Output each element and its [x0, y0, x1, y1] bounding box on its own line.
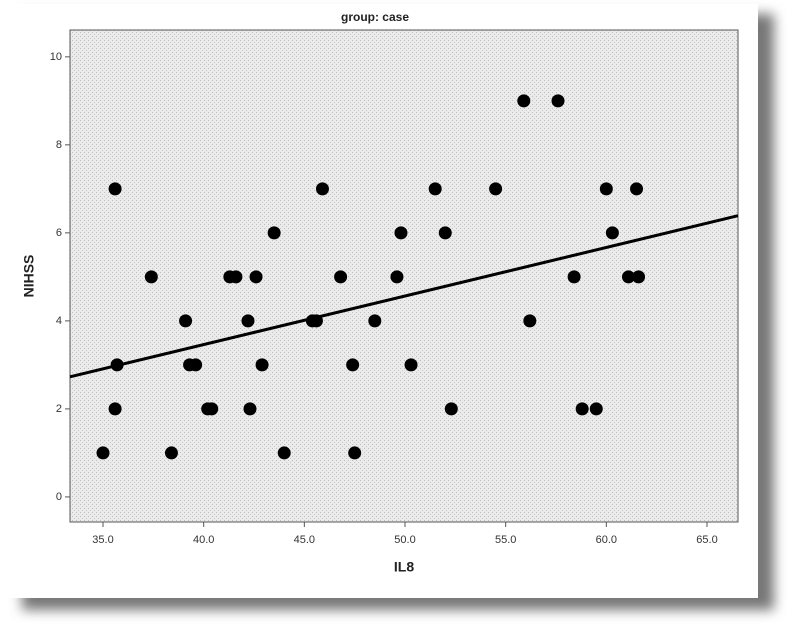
- point: [630, 182, 644, 196]
- x-tick-label: 35.0: [92, 534, 113, 546]
- point: [249, 270, 263, 284]
- x-tick-label: 60.0: [596, 534, 617, 546]
- y-tick-label: 0: [56, 491, 62, 503]
- x-tick-label: 65.0: [696, 534, 717, 546]
- y-tick-label: 8: [56, 139, 62, 151]
- point: [589, 402, 603, 416]
- point: [108, 402, 122, 416]
- point: [438, 226, 452, 240]
- point: [517, 94, 531, 108]
- fit-line: [69, 214, 739, 379]
- x-axis-title: IL8: [394, 559, 414, 575]
- point: [523, 314, 537, 328]
- point: [575, 402, 589, 416]
- x-tick-label: 50.0: [394, 534, 415, 546]
- point: [255, 358, 269, 372]
- point: [189, 358, 203, 372]
- y-tick-label: 10: [50, 51, 62, 63]
- y-tick-label: 6: [56, 227, 62, 239]
- point: [144, 270, 158, 284]
- point: [621, 270, 635, 284]
- point: [404, 358, 418, 372]
- point: [348, 446, 362, 460]
- point: [179, 314, 193, 328]
- x-tick-label: 45.0: [294, 534, 315, 546]
- chart-title: group: case: [341, 10, 409, 24]
- point: [599, 182, 613, 196]
- y-tick-label: 2: [56, 403, 62, 415]
- point: [96, 446, 110, 460]
- point: [605, 226, 619, 240]
- point: [267, 226, 281, 240]
- point: [428, 182, 442, 196]
- x-tick-label: 55.0: [495, 534, 516, 546]
- point: [243, 402, 257, 416]
- point: [632, 270, 646, 284]
- point: [368, 314, 382, 328]
- point: [489, 182, 503, 196]
- point: [164, 446, 178, 460]
- point: [390, 270, 404, 284]
- point: [241, 314, 255, 328]
- y-tick-label: 4: [56, 315, 62, 327]
- point: [334, 270, 348, 284]
- point: [108, 182, 122, 196]
- x-tick-label: 40.0: [193, 534, 214, 546]
- point: [229, 270, 243, 284]
- y-axis-title: NIHSS: [21, 255, 37, 298]
- point: [277, 446, 291, 460]
- point: [346, 358, 360, 372]
- point: [315, 182, 329, 196]
- point: [567, 270, 581, 284]
- point: [394, 226, 408, 240]
- point: [551, 94, 565, 108]
- point: [444, 402, 458, 416]
- point: [205, 402, 219, 416]
